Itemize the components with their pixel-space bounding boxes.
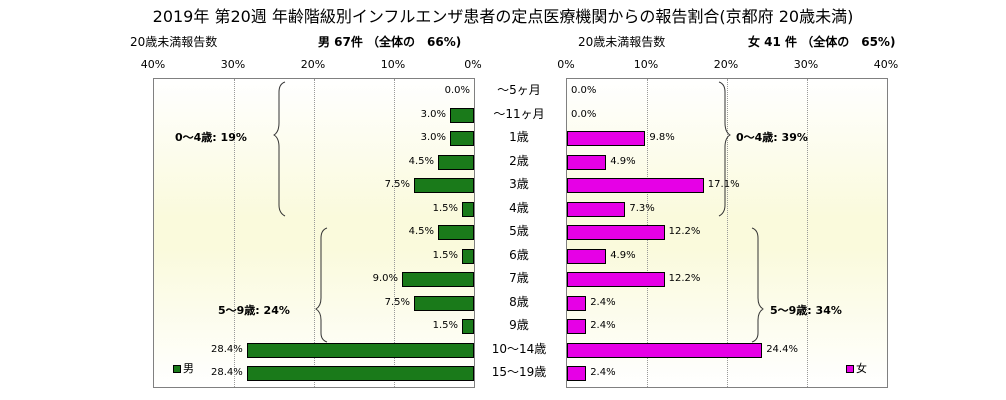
male-bar: [402, 272, 474, 287]
right-total: 女 41 件 （全体の 65%): [748, 35, 896, 49]
female-value-label: 17.1%: [707, 179, 740, 190]
female-bar: [567, 319, 587, 334]
category-label: 7歳: [509, 271, 529, 285]
male-bar: [462, 319, 474, 334]
left-subtitle: 20歳未満報告数: [130, 35, 218, 49]
category-label: 6歳: [509, 247, 529, 262]
male-value-label: 9.0%: [372, 273, 398, 284]
female-value-label: 0.0%: [571, 85, 597, 96]
male-value-label: 28.4%: [211, 367, 243, 378]
gridline: [314, 79, 315, 387]
category-label: 10～14歳: [491, 341, 547, 356]
male-bar: [246, 342, 474, 358]
category-label: 5歳: [509, 224, 529, 238]
bracket-male-5-9: [315, 227, 328, 343]
male-bar: [438, 154, 474, 170]
category-label: 8歳: [509, 294, 529, 309]
right-tick-label: 20%: [713, 58, 739, 71]
right-tick-label: 40%: [873, 58, 899, 71]
annotation-male-0-4: 0～4歳: 19%: [175, 131, 247, 144]
female-plot-area: 0.0% 0.0% 9.8% 4.9% 17.1% 7.3% 12.2% 4.9% 12.2% 2…: [566, 78, 888, 388]
male-bar: [450, 107, 474, 123]
male-value-label: 4.5%: [408, 226, 434, 237]
female-bar: [567, 178, 704, 193]
category-label: 3歳: [509, 177, 529, 191]
male-value-label: 7.5%: [384, 296, 410, 308]
male-plot-area: 0.0% 3.0% 3.0% 4.5% 7.5% 1.5% 4.5% 1.5% 9.0% 7.5%…: [153, 78, 475, 388]
female-value-label: 9.8%: [649, 132, 675, 143]
female-bar: [567, 248, 607, 264]
male-value-label: 1.5%: [432, 202, 458, 214]
gridline: [807, 79, 808, 387]
right-subtitle: 20歳未満報告数: [578, 35, 666, 49]
chart-title: 2019年 第20週 年齢階級別インフルエンザ患者の定点医療機関からの報告割合(…: [152, 7, 854, 26]
male-value-label: 1.5%: [432, 249, 458, 261]
left-tick-label: 30%: [220, 58, 246, 71]
male-bar: [462, 248, 474, 264]
legend-female: 女: [846, 360, 867, 376]
female-bar: [567, 342, 763, 358]
category-label: 1歳: [509, 130, 529, 144]
female-bar: [567, 225, 665, 240]
male-value-label: 1.5%: [432, 320, 458, 331]
annotation-female-5-9: 5～9歳: 34%: [770, 304, 842, 317]
category-label: 9歳: [509, 318, 529, 332]
female-value-label: 0.0%: [571, 108, 597, 120]
male-bar: [450, 131, 474, 146]
gridline: [727, 79, 728, 387]
male-value-label: 28.4%: [211, 343, 243, 355]
legend-male-label: 男: [183, 362, 194, 375]
female-value-label: 24.4%: [766, 343, 798, 355]
male-value-label: 7.5%: [384, 179, 410, 190]
legend-female-swatch: [846, 365, 854, 373]
gridline: [234, 79, 235, 387]
legend-male-swatch: [173, 365, 181, 373]
gridline: [394, 79, 395, 387]
category-label: 2歳: [509, 153, 529, 168]
male-value-label: 3.0%: [420, 108, 446, 120]
left-tick-label: 0%: [464, 58, 482, 71]
left-total: 男 67件 （全体の 66%): [318, 35, 462, 49]
female-bar: [567, 201, 626, 217]
female-bar: [567, 295, 587, 311]
female-value-label: 2.4%: [590, 320, 616, 331]
annotation-female-0-4: 0～4歳: 39%: [736, 131, 808, 144]
category-label: ～5ヶ月: [497, 83, 541, 97]
female-bar: [567, 131, 646, 146]
female-value-label: 12.2%: [668, 273, 701, 284]
male-bar: [414, 178, 474, 193]
female-value-label: 4.9%: [610, 249, 636, 261]
female-value-label: 7.3%: [629, 202, 655, 214]
bracket-female-5-9: [751, 227, 764, 343]
male-bar: [438, 225, 474, 240]
female-value-label: 12.2%: [668, 226, 701, 237]
female-value-label: 2.4%: [590, 296, 616, 308]
male-bar: [462, 201, 474, 217]
bracket-female-0-4: [718, 81, 731, 217]
left-tick-label: 20%: [300, 58, 326, 71]
left-tick-label: 10%: [380, 58, 406, 71]
female-value-label: 4.9%: [610, 155, 636, 167]
male-value-label: 4.5%: [408, 155, 434, 167]
category-label: 15～19歳: [491, 365, 547, 379]
female-bar: [567, 272, 665, 287]
male-value-label: 3.0%: [420, 132, 446, 143]
legend-female-label: 女: [856, 362, 867, 375]
male-bar: [246, 366, 474, 381]
female-bar: [567, 154, 607, 170]
female-value-label: 2.4%: [590, 367, 616, 378]
category-label: ～11ヶ月: [493, 106, 545, 121]
male-bar: [414, 295, 474, 311]
right-tick-label: 30%: [793, 58, 819, 71]
female-bar: [567, 366, 587, 381]
right-tick-label: 10%: [633, 58, 659, 71]
male-value-label: 0.0%: [444, 85, 470, 96]
annotation-male-5-9: 5～9歳: 24%: [218, 304, 290, 317]
left-tick-label: 40%: [140, 58, 166, 71]
right-tick-label: 0%: [557, 58, 575, 71]
legend-male: 男: [173, 360, 194, 376]
bracket-male-0-4: [273, 81, 286, 217]
category-label: 4歳: [509, 200, 529, 215]
